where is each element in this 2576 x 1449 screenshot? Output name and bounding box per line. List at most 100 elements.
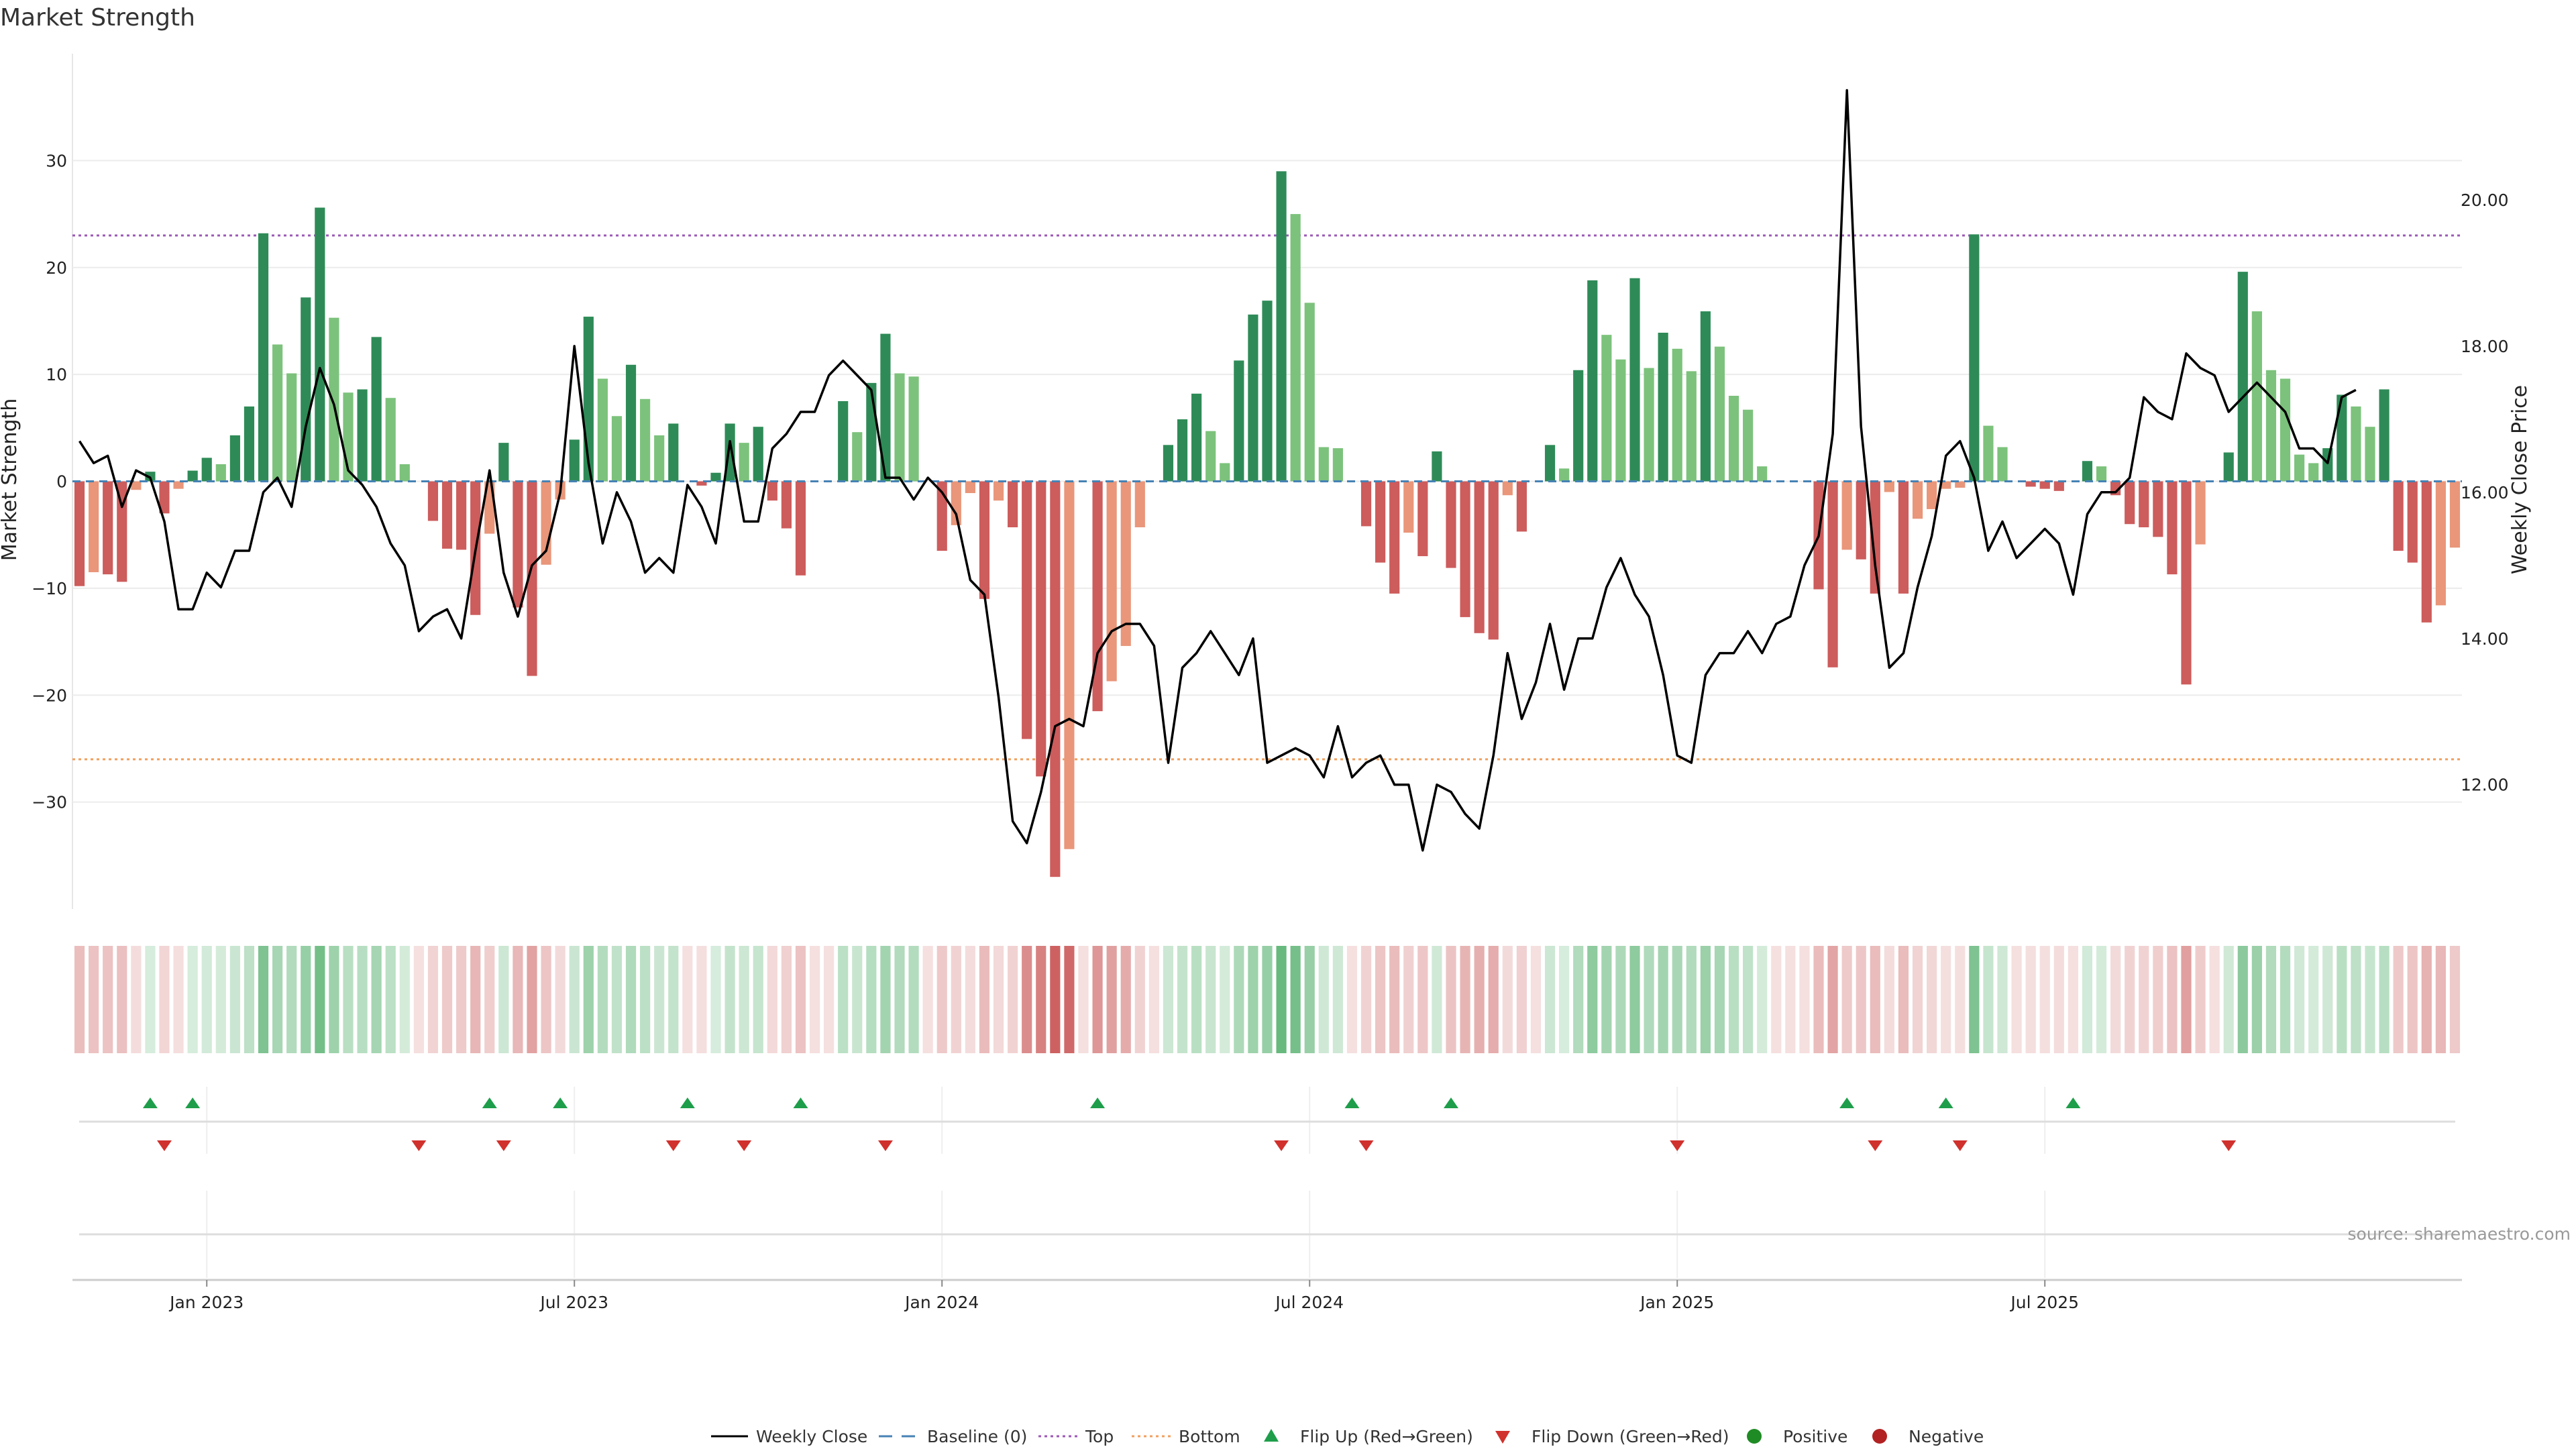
- heat-strip-cell: [329, 946, 339, 1053]
- strength-bar: [1163, 445, 1174, 482]
- strength-bar: [229, 435, 240, 482]
- right-tick-label: 14.00: [2461, 629, 2509, 649]
- heat-strip-cell: [2435, 946, 2446, 1053]
- heat-strip-cell: [1389, 946, 1400, 1053]
- flip-up-marker: [1938, 1097, 1953, 1108]
- flip-up-marker: [680, 1097, 695, 1108]
- heat-strip-cell: [2096, 946, 2107, 1053]
- strength-bar: [2365, 427, 2375, 482]
- strength-bar: [1304, 303, 1315, 482]
- strength-bar: [1417, 481, 1428, 557]
- heat-strip-cell: [244, 946, 255, 1053]
- strength-bar: [1432, 451, 1442, 482]
- heat-strip-cell: [1318, 946, 1329, 1053]
- strength-bar: [1516, 481, 1527, 532]
- x-tick-label: Jan 2025: [1639, 1293, 1714, 1312]
- heat-strip-cell: [1432, 946, 1442, 1053]
- heat-strip-cell: [1615, 946, 1626, 1053]
- strength-bar: [244, 406, 255, 482]
- strength-bar: [1276, 171, 1287, 482]
- strength-bar: [1629, 278, 1640, 482]
- heat-strip-cell: [131, 946, 142, 1053]
- heat-strip-cell: [89, 946, 99, 1053]
- strength-bar: [498, 443, 509, 482]
- heat-strip-cell: [2421, 946, 2432, 1053]
- left-tick-label: 0: [56, 472, 67, 492]
- x-tick-label: Jan 2023: [168, 1293, 244, 1312]
- heat-strip-cell: [1346, 946, 1358, 1053]
- heat-strip-cell: [2025, 946, 2036, 1053]
- strength-bar: [1092, 481, 1103, 712]
- strength-bar: [1389, 481, 1400, 594]
- heat-strip-cell: [936, 946, 947, 1053]
- heat-strip-cell: [1587, 946, 1598, 1053]
- flip-up-marker: [553, 1097, 568, 1108]
- strength-bar: [2279, 378, 2291, 482]
- heat-strip-cell: [2167, 946, 2178, 1053]
- heat-strip-cell: [908, 946, 919, 1053]
- strength-bar: [781, 481, 792, 529]
- heat-strip-cell: [1375, 946, 1386, 1053]
- heat-strip-cell: [1799, 946, 1810, 1053]
- heat-strip-cell: [1941, 946, 1951, 1053]
- strength-bar: [1008, 481, 1018, 528]
- strength-bar: [979, 481, 990, 599]
- strength-bar: [1220, 463, 1230, 482]
- strength-bar: [272, 344, 283, 482]
- strength-bar: [951, 481, 961, 525]
- strength-bar: [1983, 425, 1994, 482]
- strength-bar: [625, 364, 637, 482]
- strength-bar: [1644, 368, 1654, 482]
- flip-down-marker: [157, 1140, 172, 1151]
- heat-strip-cell: [1191, 946, 1202, 1053]
- heat-strip-cell: [1360, 946, 1372, 1053]
- heat-strip-cell: [1092, 946, 1103, 1053]
- heat-strip-cell: [640, 946, 651, 1053]
- strength-bar: [1403, 481, 1414, 533]
- left-axis-label: Market Strength: [0, 398, 21, 561]
- strength-bar: [2407, 481, 2418, 563]
- heat-strip-cell: [2365, 946, 2375, 1053]
- flip-down-marker: [1868, 1140, 1883, 1151]
- heat-strip-cell: [2251, 946, 2262, 1053]
- heat-strip-cell: [1771, 946, 1782, 1053]
- legend-label: Negative: [1909, 1427, 1984, 1446]
- strength-bar: [74, 481, 85, 586]
- heat-strip-cell: [1757, 946, 1768, 1053]
- strength-bar: [527, 481, 537, 676]
- strength-bar: [2351, 406, 2361, 482]
- heat-strip-cell: [753, 946, 763, 1053]
- flip-up-marker: [2065, 1097, 2081, 1108]
- left-tick-label: 20: [46, 258, 67, 278]
- strength-bar: [2139, 481, 2149, 528]
- strength-bar: [1036, 481, 1046, 777]
- heat-strip-cell: [1686, 946, 1697, 1053]
- flip-down-marker: [665, 1140, 681, 1151]
- strength-bar: [187, 470, 198, 482]
- x-tick-label: Jan 2024: [904, 1293, 979, 1312]
- strength-bar: [1728, 396, 1739, 482]
- heat-strip-cell: [979, 946, 990, 1053]
- strength-bar: [2308, 463, 2319, 482]
- strength-bar: [103, 481, 113, 575]
- heat-strip-cell: [1927, 946, 1937, 1053]
- heat-strip-cell: [767, 946, 777, 1053]
- chart-title: Market Strength: [0, 4, 195, 32]
- weekly-close-line-group: [78, 89, 2357, 852]
- heat-strip-cell: [1220, 946, 1230, 1053]
- strength-bar: [880, 333, 891, 482]
- heat-strip-cell: [922, 946, 933, 1053]
- heat-strip-cell: [2209, 946, 2220, 1053]
- heat-strip-cell: [2068, 946, 2078, 1053]
- strength-bar: [936, 481, 947, 551]
- heat-strip-cell: [286, 946, 297, 1053]
- legend-swatch-flip-up: [1264, 1429, 1279, 1442]
- heat-strip-cell: [1403, 946, 1414, 1053]
- heat-strip-cell: [1177, 946, 1188, 1053]
- strength-bar: [456, 481, 467, 550]
- heat-strip-cell: [555, 946, 566, 1053]
- flip-down-marker: [1274, 1140, 1289, 1151]
- heat-strip-cell: [880, 946, 891, 1053]
- legend-swatch-positive: [1747, 1429, 1762, 1444]
- heat-strip-cell: [2181, 946, 2192, 1053]
